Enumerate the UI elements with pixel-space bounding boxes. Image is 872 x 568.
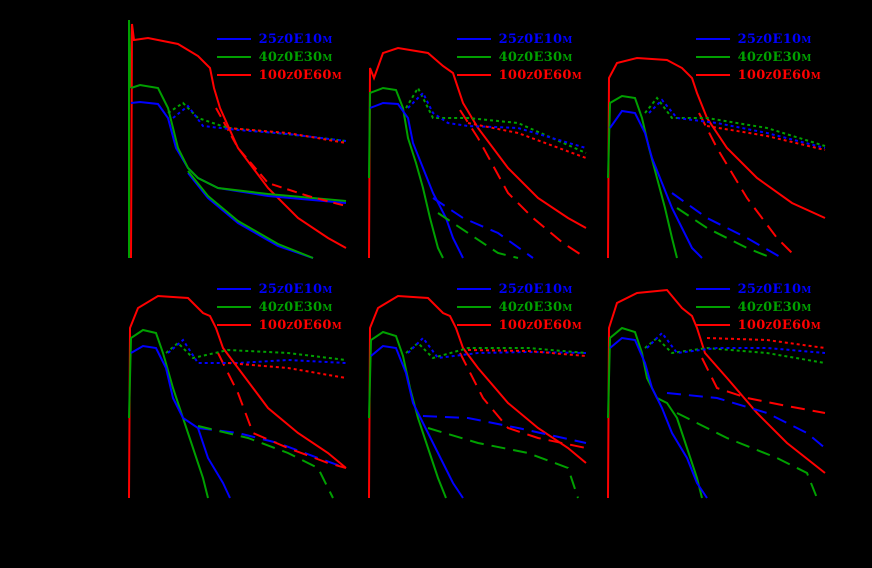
plot-area — [368, 46, 587, 259]
legend-line-blue — [695, 288, 730, 290]
legend-label: 40z0E30m — [498, 299, 573, 315]
legend-label: 40z0E30m — [498, 49, 573, 65]
legend-item: 40z0E30m — [695, 48, 821, 66]
legend-label: 25z0E10m — [737, 281, 812, 297]
legend-item: 25z0E10m — [456, 30, 582, 48]
legend-line-green — [216, 56, 251, 58]
legend-line-red — [695, 324, 730, 326]
legend: 25z0E10m 40z0E30m 100z0E60m — [695, 280, 821, 334]
legend-label: 40z0E30m — [258, 49, 333, 65]
legend-line-red — [456, 324, 491, 326]
legend-item: 25z0E10m — [216, 280, 342, 298]
legend-line-green — [216, 306, 251, 308]
plot-area — [607, 288, 826, 499]
legend-line-green — [456, 56, 491, 58]
legend-label: 25z0E10m — [737, 31, 812, 47]
legend-item: 40z0E30m — [216, 48, 342, 66]
plot-area — [368, 294, 587, 499]
legend-label: 40z0E30m — [737, 49, 812, 65]
legend-label: 25z0E10m — [498, 31, 573, 47]
legend-line-blue — [216, 38, 251, 40]
legend-line-red — [456, 74, 491, 76]
legend-line-red — [216, 74, 251, 76]
legend: 25z0E10m 40z0E30m 100z0E60m — [456, 280, 582, 334]
legend-line-blue — [216, 288, 251, 290]
legend-label: 25z0E10m — [498, 281, 573, 297]
legend-line-green — [695, 306, 730, 308]
legend-item: 25z0E10m — [216, 30, 342, 48]
panel-bottom-middle: 25z0E10m 40z0E30m 100z0E60m — [368, 268, 588, 499]
plot-area — [128, 294, 347, 499]
legend-label: 40z0E30m — [258, 299, 333, 315]
legend-line-blue — [695, 38, 730, 40]
legend-item: 100z0E60m — [695, 316, 821, 334]
legend-line-blue — [456, 38, 491, 40]
legend-item: 100z0E60m — [216, 316, 342, 334]
legend-item: 40z0E30m — [695, 298, 821, 316]
legend-line-green — [456, 306, 491, 308]
legend-item: 100z0E60m — [456, 66, 582, 84]
legend-label: 100z0E60m — [258, 67, 342, 83]
legend-label: 40z0E30m — [737, 299, 812, 315]
legend-label: 25z0E10m — [258, 31, 333, 47]
legend: 25z0E10m 40z0E30m 100z0E60m — [216, 30, 342, 84]
plot-area — [607, 56, 826, 259]
legend-item: 40z0E30m — [456, 298, 582, 316]
legend-item: 40z0E30m — [456, 48, 582, 66]
legend-label: 100z0E60m — [498, 317, 582, 333]
legend-label: 100z0E60m — [737, 67, 821, 83]
legend-line-green — [695, 56, 730, 58]
legend-line-blue — [456, 288, 491, 290]
legend-line-red — [695, 74, 730, 76]
legend-item: 100z0E60m — [456, 316, 582, 334]
legend-label: 100z0E60m — [498, 67, 582, 83]
legend-label: 25z0E10m — [258, 281, 333, 297]
legend: 25z0E10m 40z0E30m 100z0E60m — [695, 30, 821, 84]
legend-label: 100z0E60m — [258, 317, 342, 333]
legend-item: 100z0E60m — [216, 66, 342, 84]
legend-item: 25z0E10m — [695, 280, 821, 298]
panel-top-middle: 25z0E10m 40z0E30m 100z0E60m — [368, 18, 588, 259]
panel-bottom-left: 25z0E10m 40z0E30m 100z0E60m — [128, 268, 348, 499]
legend-label: 100z0E60m — [737, 317, 821, 333]
legend-item: 25z0E10m — [456, 280, 582, 298]
panel-bottom-right: 25z0E10m 40z0E30m 100z0E60m — [607, 268, 827, 499]
plot-area — [128, 19, 347, 259]
panel-top-left: 25z0E10m 40z0E30m 100z0E60m — [128, 18, 348, 259]
legend-item: 25z0E10m — [695, 30, 821, 48]
panel-top-right: 25z0E10m 40z0E30m 100z0E60m — [607, 18, 827, 259]
legend-line-red — [216, 324, 251, 326]
legend: 25z0E10m 40z0E30m 100z0E60m — [216, 280, 342, 334]
legend-item: 40z0E30m — [216, 298, 342, 316]
legend-item: 100z0E60m — [695, 66, 821, 84]
legend: 25z0E10m 40z0E30m 100z0E60m — [456, 30, 582, 84]
